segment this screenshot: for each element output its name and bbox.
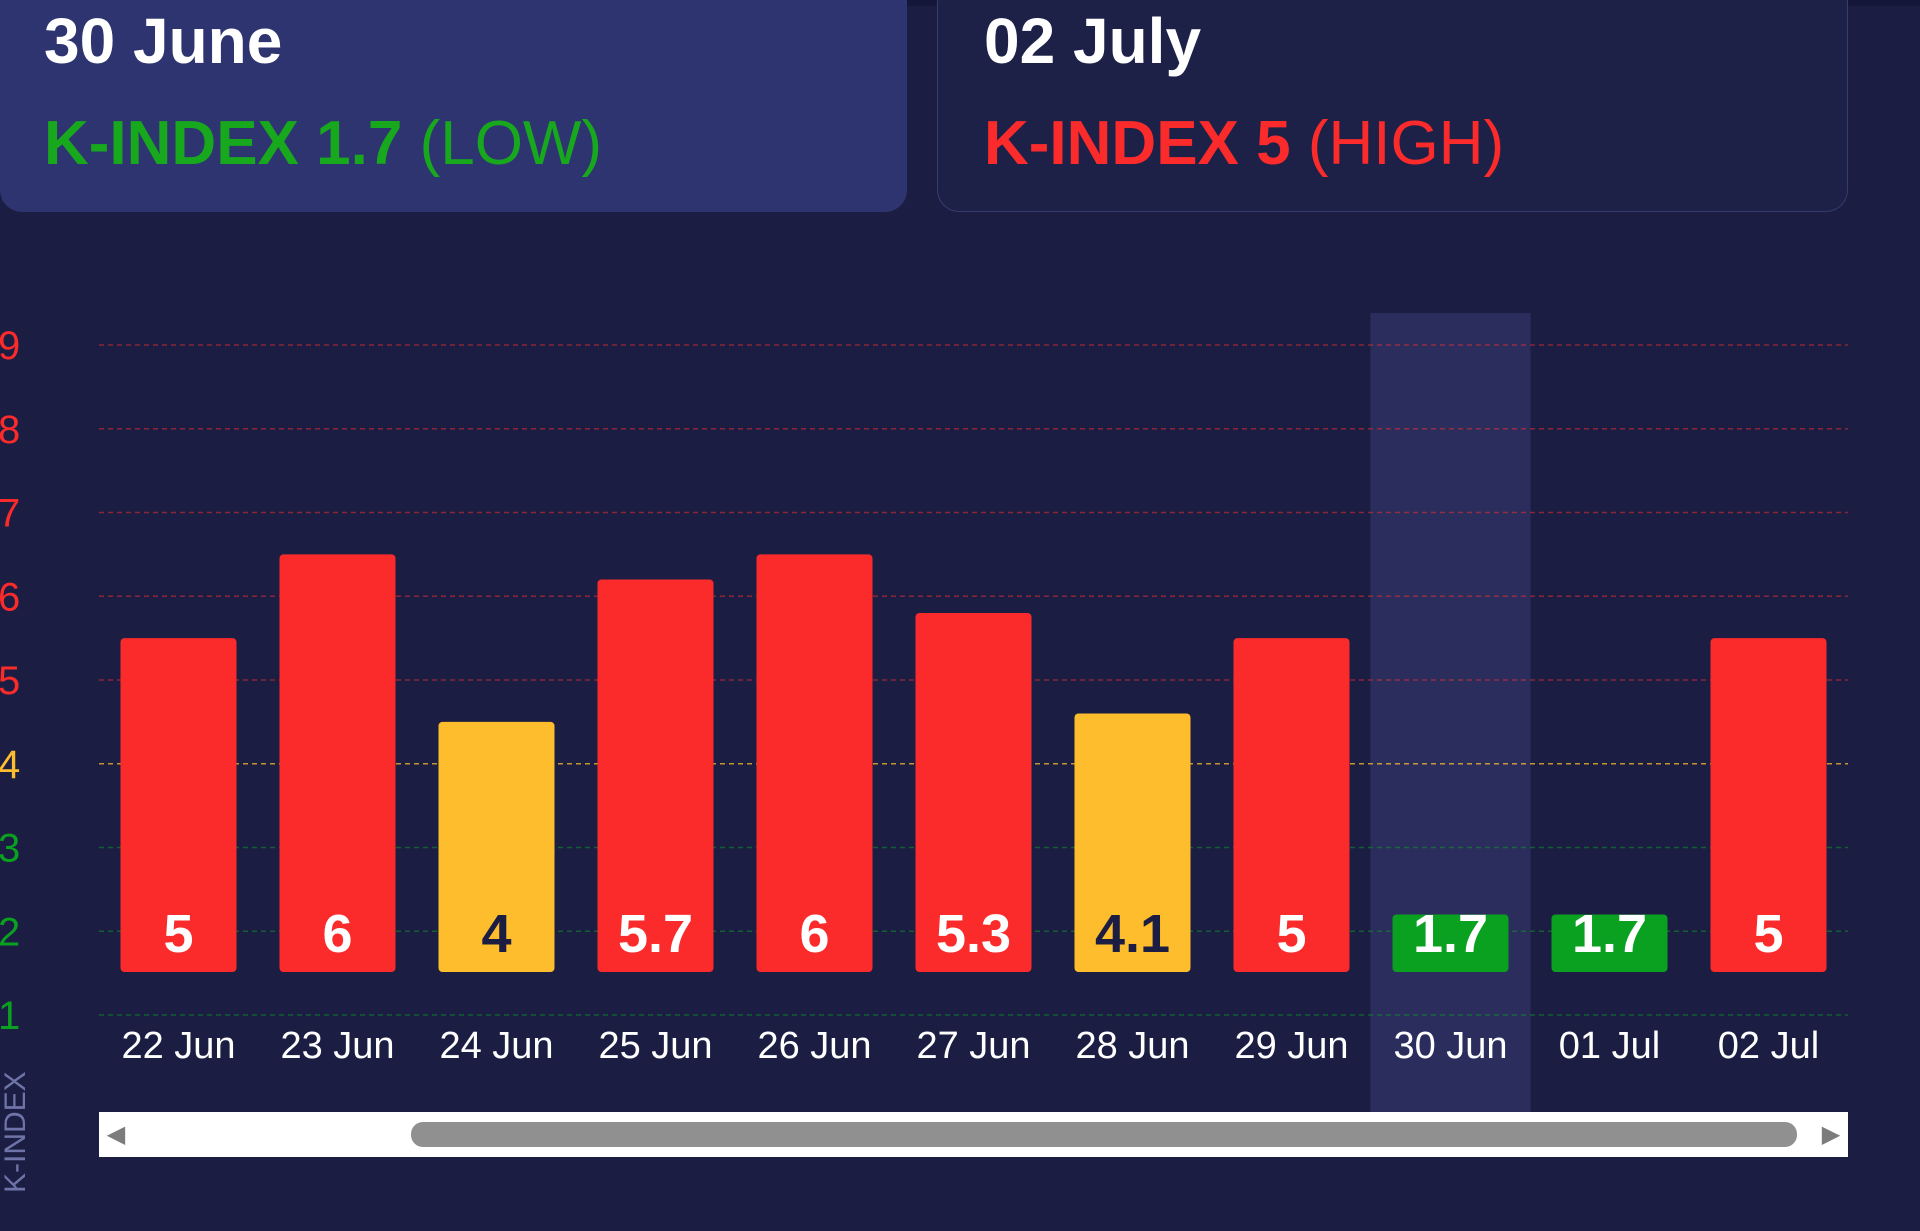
bar[interactable] xyxy=(597,579,714,973)
x-tick-label: 23 Jun xyxy=(280,1025,394,1067)
card-date: 02 July xyxy=(984,5,1202,77)
x-tick-label: 24 Jun xyxy=(439,1025,553,1067)
bar-value-label: 1.7 xyxy=(1413,904,1488,964)
y-tick-label: 3 xyxy=(0,827,20,871)
bar-value-label: 5.7 xyxy=(618,904,693,964)
y-tick-label: 4 xyxy=(0,743,20,787)
bar[interactable] xyxy=(1074,713,1191,973)
kindex-level: (HIGH) xyxy=(1307,109,1505,178)
x-tick-label: 26 Jun xyxy=(757,1025,871,1067)
y-tick-label: 2 xyxy=(0,910,20,954)
horizontal-scrollbar[interactable]: ◀ ▶ xyxy=(99,1112,1848,1157)
bar-value-label: 5.3 xyxy=(936,904,1011,964)
bar[interactable] xyxy=(120,638,237,972)
x-tick-label: 22 Jun xyxy=(121,1025,235,1067)
y-tick-label: 1 xyxy=(0,994,20,1038)
kindex-label: K-INDEX 5 xyxy=(984,109,1291,178)
scroll-right-arrow-icon[interactable]: ▶ xyxy=(1821,1121,1841,1148)
y-tick-label: 7 xyxy=(0,492,20,536)
x-tick-label: 29 Jun xyxy=(1234,1025,1348,1067)
bar[interactable] xyxy=(1710,638,1827,972)
bar[interactable] xyxy=(279,554,396,972)
y-tick-label: 9 xyxy=(0,324,20,368)
bar-value-label: 5 xyxy=(1753,904,1783,964)
card-kindex: K-INDEX 1.7 (LOW) xyxy=(44,108,602,179)
forecast-card[interactable]: 02 July K-INDEX 5 (HIGH) xyxy=(937,0,1848,212)
kindex-level: (LOW) xyxy=(419,109,603,178)
bar-value-label: 5 xyxy=(1276,904,1306,964)
card-kindex: K-INDEX 5 (HIGH) xyxy=(984,108,1504,179)
card-date: 30 June xyxy=(44,5,283,77)
bar-value-label: 1.7 xyxy=(1572,904,1647,964)
bar[interactable] xyxy=(1551,914,1668,973)
y-axis-title: K-INDEX xyxy=(0,1071,32,1193)
kindex-label: K-INDEX 1.7 xyxy=(44,109,403,178)
highlight-column xyxy=(1370,313,1531,1113)
bar[interactable] xyxy=(1233,638,1350,972)
scroll-left-arrow-icon[interactable]: ◀ xyxy=(106,1121,126,1148)
y-tick-label: 5 xyxy=(0,659,20,703)
bar-value-label: 6 xyxy=(322,904,352,964)
bar-value-label: 6 xyxy=(799,904,829,964)
bar-value-label: 4 xyxy=(481,904,511,964)
y-tick-label: 6 xyxy=(0,575,20,619)
x-tick-label: 28 Jun xyxy=(1075,1025,1189,1067)
bar-value-label: 4.1 xyxy=(1095,904,1170,964)
bar[interactable] xyxy=(756,554,873,972)
x-tick-label: 30 Jun xyxy=(1393,1025,1507,1067)
bar[interactable] xyxy=(438,721,555,972)
x-tick-label: 01 Jul xyxy=(1559,1025,1660,1067)
y-tick-label: 8 xyxy=(0,408,20,452)
x-tick-label: 25 Jun xyxy=(598,1025,712,1067)
bar[interactable] xyxy=(915,613,1032,972)
x-tick-label: 27 Jun xyxy=(916,1025,1030,1067)
x-tick-label: 02 Jul xyxy=(1718,1025,1819,1067)
scrollbar-thumb[interactable] xyxy=(411,1122,1797,1147)
forecast-card-selected[interactable]: 30 June K-INDEX 1.7 (LOW) xyxy=(0,0,907,212)
bar[interactable] xyxy=(1392,914,1509,973)
bar-value-label: 5 xyxy=(163,904,193,964)
